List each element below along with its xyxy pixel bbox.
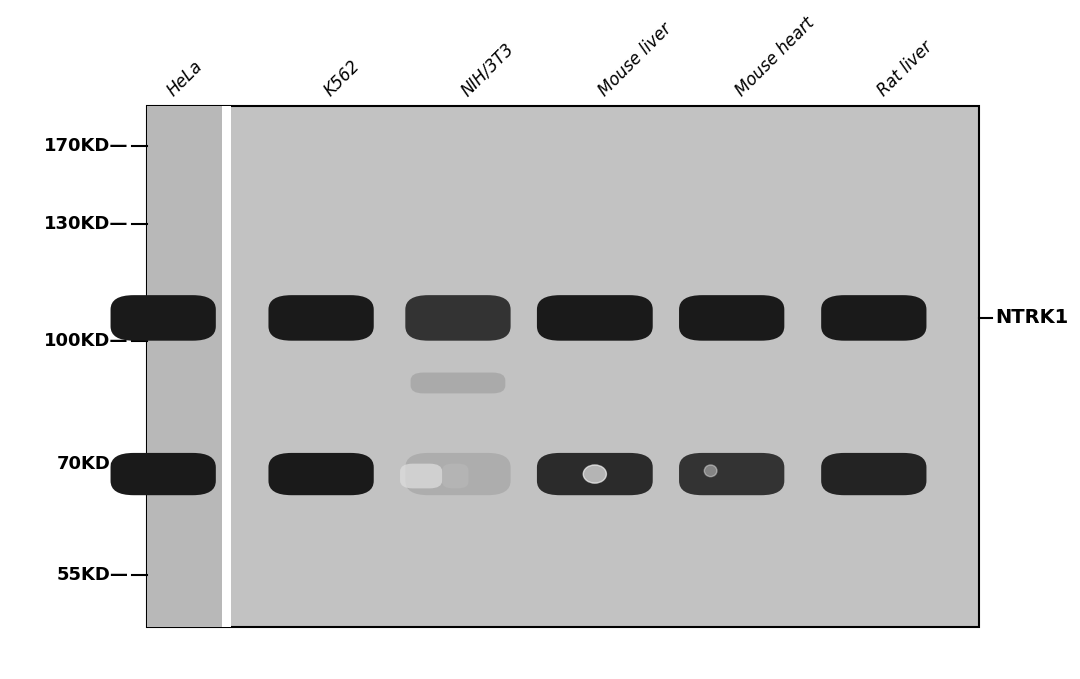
FancyBboxPatch shape <box>679 295 784 341</box>
Bar <box>147 107 227 627</box>
Text: 70KD—: 70KD— <box>56 456 129 473</box>
FancyBboxPatch shape <box>537 453 652 495</box>
FancyBboxPatch shape <box>110 453 216 495</box>
Text: HeLa: HeLa <box>163 57 206 100</box>
Text: 170KD—: 170KD— <box>44 136 129 155</box>
Text: NIH/3T3: NIH/3T3 <box>458 40 518 100</box>
Text: NTRK1: NTRK1 <box>995 308 1068 327</box>
Text: 130KD—: 130KD— <box>44 215 129 233</box>
Ellipse shape <box>704 465 717 477</box>
FancyBboxPatch shape <box>269 453 374 495</box>
Text: K562: K562 <box>321 57 364 100</box>
FancyBboxPatch shape <box>269 295 374 341</box>
FancyBboxPatch shape <box>410 373 505 393</box>
FancyBboxPatch shape <box>821 295 927 341</box>
Text: 55KD—: 55KD— <box>56 566 129 584</box>
FancyBboxPatch shape <box>821 453 927 495</box>
Text: Mouse heart: Mouse heart <box>731 14 818 100</box>
FancyBboxPatch shape <box>679 453 784 495</box>
FancyBboxPatch shape <box>110 295 216 341</box>
Text: Mouse liver: Mouse liver <box>595 20 675 100</box>
Ellipse shape <box>583 465 606 483</box>
FancyBboxPatch shape <box>400 464 442 488</box>
Text: 100KD—: 100KD— <box>44 331 129 350</box>
FancyBboxPatch shape <box>405 453 511 495</box>
Text: Rat liver: Rat liver <box>874 38 936 100</box>
FancyBboxPatch shape <box>405 295 511 341</box>
FancyBboxPatch shape <box>442 464 469 488</box>
Bar <box>147 107 980 627</box>
FancyBboxPatch shape <box>537 295 652 341</box>
Bar <box>222 107 230 627</box>
